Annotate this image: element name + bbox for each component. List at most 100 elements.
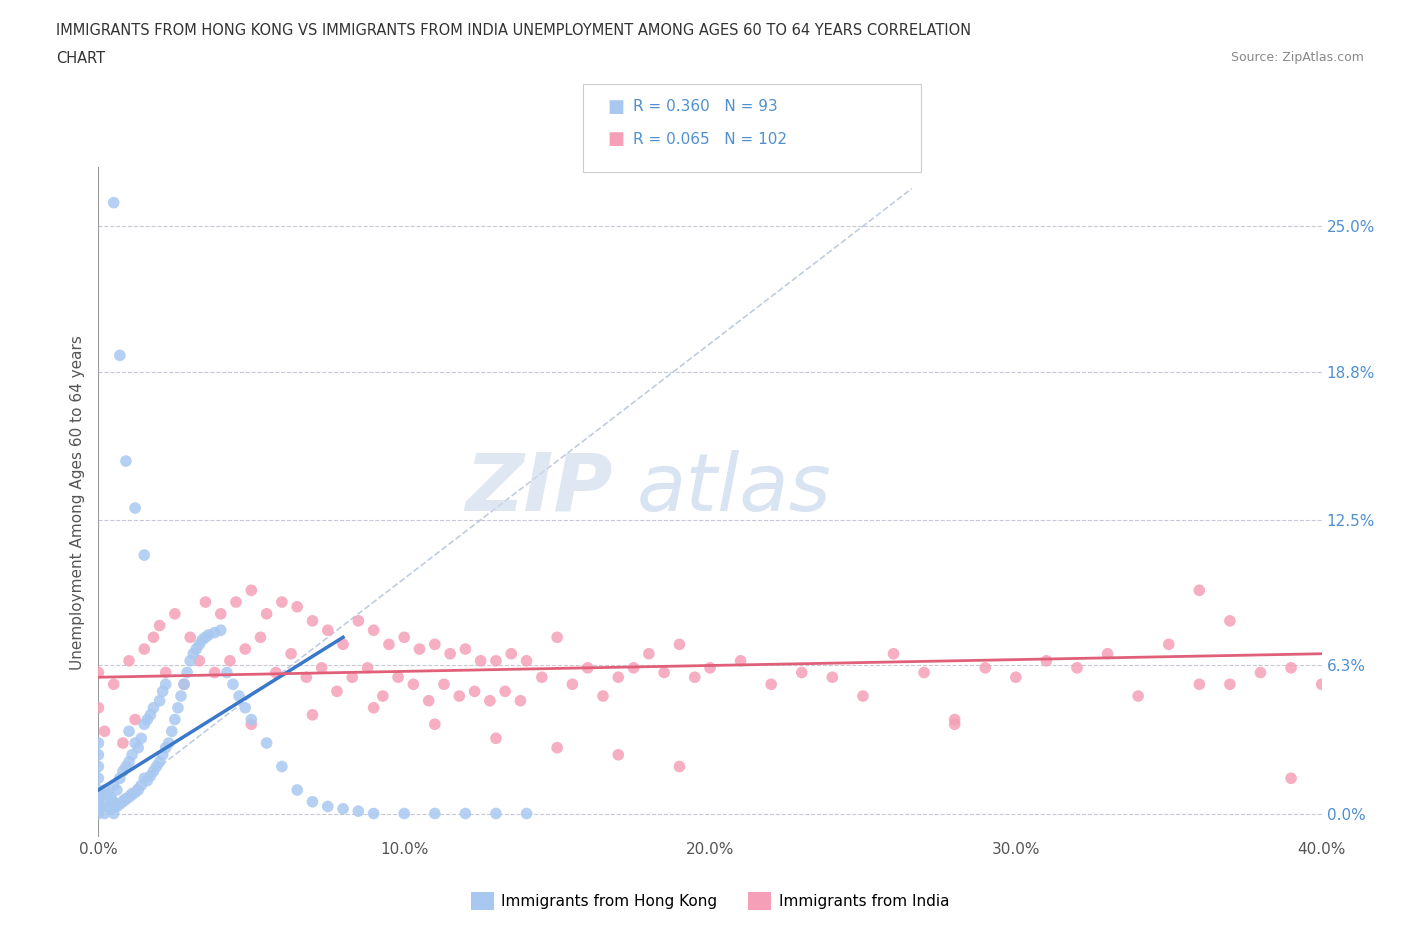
Point	[392, 806, 416, 821]
Point	[285, 599, 308, 614]
Point	[124, 736, 146, 751]
Point	[215, 665, 238, 680]
Point	[127, 740, 149, 755]
Point	[181, 646, 204, 661]
Point	[668, 759, 690, 774]
Point	[485, 654, 508, 669]
Point	[124, 712, 146, 727]
Point	[943, 712, 966, 727]
Point	[449, 688, 471, 703]
Point	[118, 790, 141, 804]
Point	[852, 688, 875, 703]
Text: CHART: CHART	[56, 51, 105, 66]
Point	[121, 748, 143, 763]
Point	[1219, 614, 1241, 629]
Point	[179, 654, 201, 669]
Point	[652, 665, 675, 680]
Point	[256, 606, 278, 621]
Point	[1188, 677, 1211, 692]
Point	[332, 802, 354, 817]
Point	[270, 594, 292, 609]
Point	[124, 785, 146, 800]
Point	[160, 724, 183, 738]
Point	[974, 660, 997, 675]
Legend: Immigrants from Hong Kong, Immigrants from India: Immigrants from Hong Kong, Immigrants fr…	[465, 885, 955, 916]
Point	[285, 782, 308, 797]
Point	[87, 771, 110, 786]
Point	[118, 654, 141, 669]
Point	[93, 724, 115, 738]
Point	[108, 771, 131, 786]
Point	[423, 637, 446, 652]
Point	[134, 548, 156, 563]
Point	[87, 700, 110, 715]
Point	[485, 731, 508, 746]
Text: atlas: atlas	[637, 450, 831, 528]
Point	[103, 777, 125, 792]
Point	[155, 665, 177, 680]
Point	[163, 712, 186, 727]
Point	[197, 628, 219, 643]
Point	[1128, 688, 1150, 703]
Point	[204, 625, 226, 640]
Point	[1188, 583, 1211, 598]
Point	[546, 630, 568, 644]
Text: ■: ■	[607, 98, 624, 116]
Point	[108, 348, 131, 363]
Point	[163, 606, 186, 621]
Point	[124, 500, 146, 515]
Point	[173, 677, 195, 692]
Point	[87, 782, 110, 797]
Point	[387, 670, 409, 684]
Point	[454, 642, 477, 657]
Point	[423, 717, 446, 732]
Point	[87, 788, 110, 803]
Point	[115, 759, 138, 774]
Point	[100, 802, 122, 817]
Text: ZIP: ZIP	[465, 450, 612, 528]
Point	[240, 583, 263, 598]
Point	[1249, 665, 1271, 680]
Point	[93, 794, 115, 809]
Point	[111, 764, 134, 778]
Y-axis label: Unemployment Among Ages 60 to 64 years: Unemployment Among Ages 60 to 64 years	[69, 335, 84, 670]
Point	[134, 771, 156, 786]
Point	[730, 654, 752, 669]
Point	[607, 670, 630, 684]
Point	[145, 759, 167, 774]
Point	[347, 614, 370, 629]
Point	[97, 788, 120, 803]
Point	[264, 665, 287, 680]
Point	[129, 777, 152, 792]
Point	[111, 794, 134, 809]
Point	[105, 799, 128, 814]
Point	[103, 677, 125, 692]
Point	[316, 799, 339, 814]
Point	[759, 677, 782, 692]
Point	[111, 736, 134, 751]
Point	[240, 712, 263, 727]
Point	[129, 731, 152, 746]
Point	[356, 660, 378, 675]
Point	[454, 806, 477, 821]
Point	[149, 754, 172, 769]
Point	[363, 700, 385, 715]
Point	[1157, 637, 1180, 652]
Point	[912, 665, 935, 680]
Point	[194, 594, 217, 609]
Point	[191, 632, 214, 647]
Point	[152, 748, 174, 763]
Point	[332, 637, 354, 652]
Point	[1219, 677, 1241, 692]
Point	[530, 670, 553, 684]
Point	[93, 782, 115, 797]
Point	[142, 700, 165, 715]
Point	[790, 665, 813, 680]
Point	[87, 736, 110, 751]
Point	[347, 804, 370, 818]
Point	[108, 797, 131, 812]
Point	[87, 748, 110, 763]
Point	[301, 794, 323, 809]
Point	[155, 677, 177, 692]
Point	[371, 688, 394, 703]
